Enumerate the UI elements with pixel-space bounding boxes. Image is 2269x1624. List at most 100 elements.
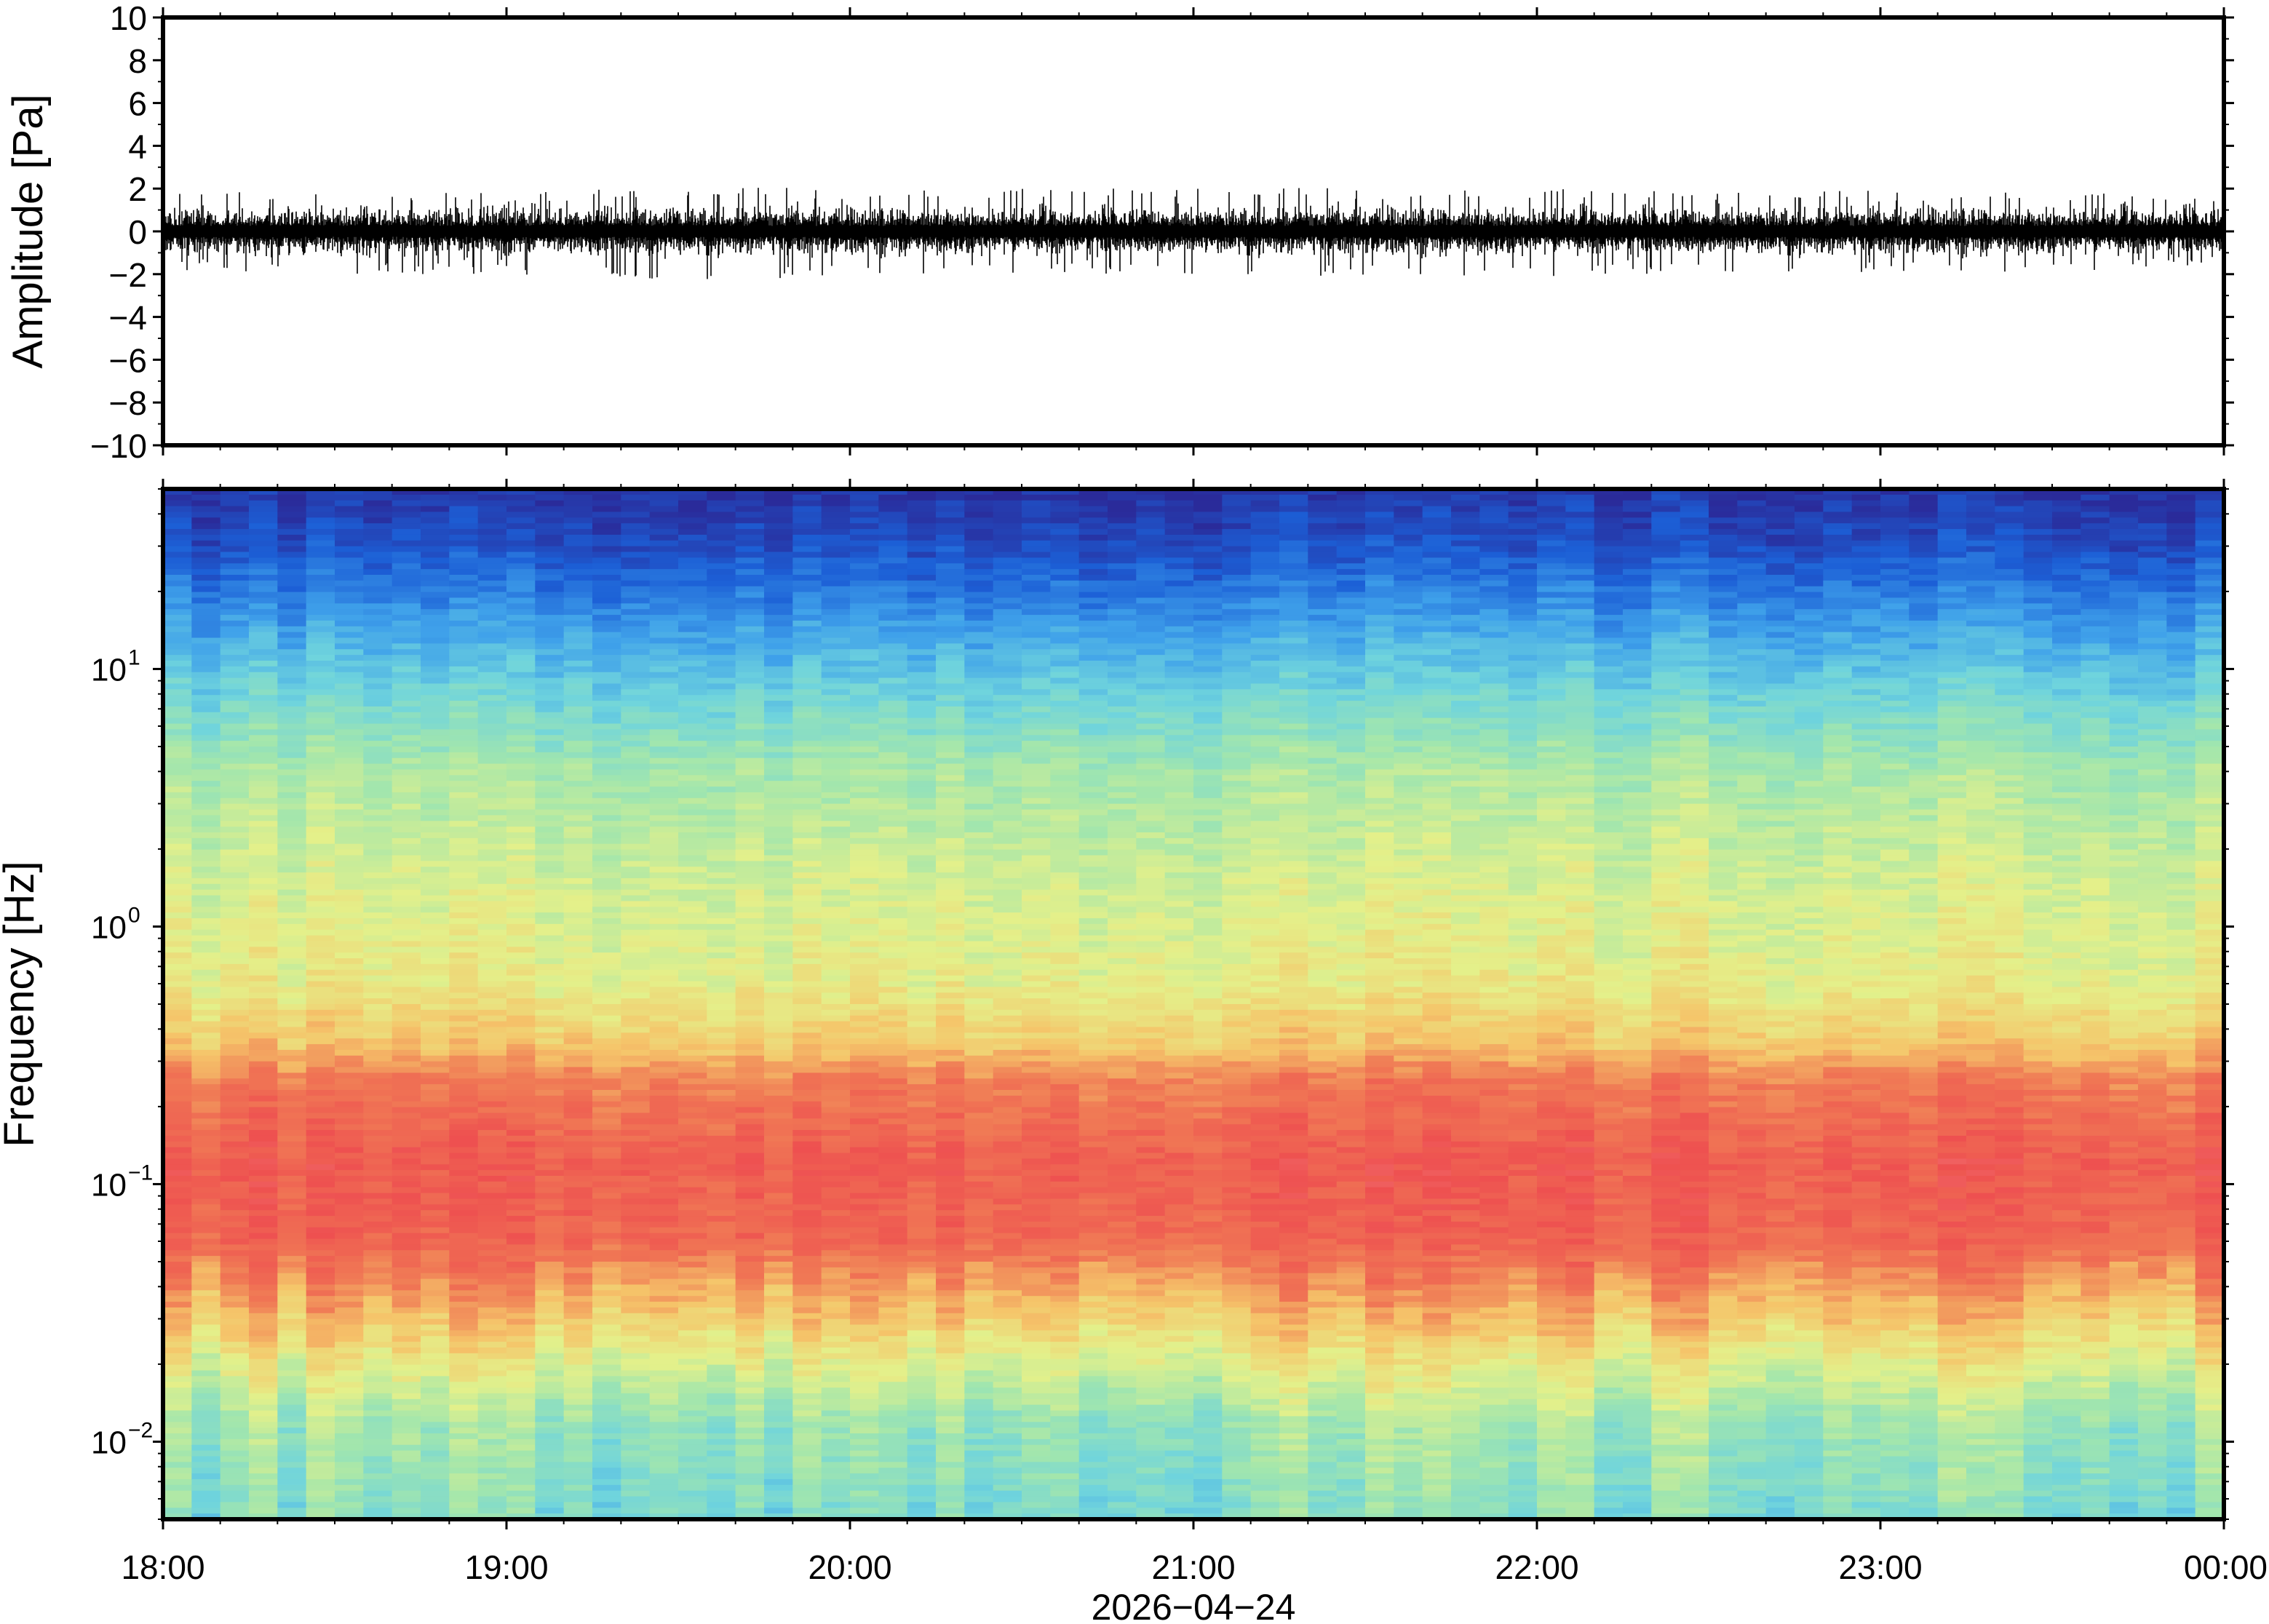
- spectrogram-cell: [477, 1348, 507, 1354]
- spectrogram-cell: [191, 729, 221, 736]
- spectrogram-cell: [535, 1084, 565, 1091]
- spectrogram-cell: [735, 1072, 765, 1080]
- spectrogram-cell: [220, 1358, 250, 1366]
- spectrogram-cell: [821, 843, 851, 851]
- spectrogram-cell: [392, 1313, 421, 1320]
- spectrogram-cell: [907, 1410, 937, 1417]
- spectrogram-cell: [592, 861, 622, 867]
- spectrogram-cell: [277, 1256, 307, 1262]
- spectrogram-cell: [477, 1456, 507, 1463]
- spectrogram-cell: [220, 1009, 250, 1016]
- spectrogram-cell: [335, 1193, 365, 1200]
- spectrogram-cell: [936, 506, 966, 513]
- spectrogram-cell: [907, 1044, 937, 1051]
- spectrogram-cell: [277, 992, 307, 999]
- spectrogram-cell: [907, 797, 937, 805]
- spectrogram-cell: [163, 1204, 193, 1211]
- spectrogram-cell: [649, 963, 679, 971]
- spectrogram-cell: [707, 1124, 736, 1131]
- spectrogram-cell: [363, 918, 393, 925]
- spectrogram-cell: [163, 1118, 193, 1125]
- spectrogram-cell: [792, 1187, 822, 1194]
- spectrogram-cell: [335, 855, 365, 862]
- spectrogram-cell: [821, 1450, 851, 1457]
- spectrogram-cell: [649, 1147, 679, 1154]
- spectrogram-cell: [735, 677, 765, 685]
- spectrogram-cell: [449, 500, 479, 507]
- spectrogram-cell: [764, 1490, 794, 1497]
- spectrogram-cell: [220, 1038, 250, 1045]
- spectrogram-cell: [563, 901, 593, 908]
- spectrogram-cell: [421, 1388, 450, 1394]
- spectrogram-cell: [563, 1004, 593, 1011]
- spectrogram-cell: [563, 649, 593, 656]
- spectrogram-cell: [449, 1233, 479, 1240]
- spectrogram-cell: [792, 969, 822, 976]
- spectrogram-cell: [649, 1364, 679, 1372]
- spectrogram-cell: [220, 992, 250, 999]
- spectrogram-cell: [363, 1204, 393, 1211]
- spectrogram-cell: [306, 706, 335, 713]
- spectrogram-cell: [392, 1404, 421, 1412]
- spectrogram-cell: [421, 1072, 450, 1080]
- spectrogram-cell: [335, 998, 365, 1005]
- spectrogram-cell: [678, 683, 708, 690]
- spectrogram-cell: [764, 929, 794, 936]
- spectrogram-cell: [363, 963, 393, 971]
- spectrogram-cell: [506, 1216, 536, 1222]
- spectrogram-cell: [363, 1468, 393, 1474]
- spectrogram-cell: [821, 1496, 851, 1503]
- spectrogram-cell: [220, 1473, 250, 1480]
- spectrogram-cell: [535, 1221, 565, 1228]
- spectrogram-cell: [277, 1307, 307, 1314]
- spectrogram-cell: [421, 1376, 450, 1382]
- spectrogram-cell: [449, 506, 479, 513]
- spectrogram-cell: [277, 1250, 307, 1257]
- spectrogram-cell: [621, 637, 651, 645]
- spectrogram-cell: [277, 1181, 307, 1188]
- spectrogram-cell: [277, 712, 307, 719]
- spectrogram-cell: [621, 546, 651, 553]
- spectrogram-cell: [621, 1032, 651, 1039]
- spectrogram-cell: [363, 615, 393, 621]
- spectrogram-cell: [878, 494, 908, 501]
- spectrogram-cell: [735, 1336, 765, 1342]
- spectrogram-cell: [392, 1118, 421, 1125]
- spectrogram-cell: [163, 1061, 193, 1068]
- spectrogram-cell: [449, 1393, 479, 1400]
- spectrogram-cell: [363, 661, 393, 667]
- spectrogram-cell: [535, 821, 565, 827]
- spectrogram-cell: [792, 620, 822, 627]
- spectrogram-cell: [563, 580, 593, 587]
- spectrogram-cell: [477, 643, 507, 650]
- spectrogram-cell: [421, 1278, 450, 1286]
- spectrogram-cell: [249, 958, 279, 965]
- spectrogram-cell: [535, 757, 565, 765]
- spectrogram-cell: [306, 1009, 335, 1016]
- spectrogram-cell: [163, 592, 193, 599]
- spectrogram-cell: [449, 1061, 479, 1068]
- spectrogram-cell: [707, 735, 736, 741]
- spectrogram-cell: [821, 1324, 851, 1332]
- spectrogram-cell: [335, 1342, 365, 1348]
- spectrogram-cell: [163, 1176, 193, 1182]
- spectrogram-cell: [764, 1135, 794, 1142]
- spectrogram-cell: [449, 1318, 479, 1326]
- spectrogram-cell: [392, 775, 421, 781]
- spectrogram-cell: [477, 1078, 507, 1085]
- spectrogram-cell: [735, 969, 765, 976]
- spectrogram-cell: [821, 1342, 851, 1348]
- spectrogram-cell: [563, 661, 593, 667]
- spectrogram-cell: [678, 1262, 708, 1268]
- spectrogram-cell: [621, 1118, 651, 1125]
- spectrogram-cell: [421, 1496, 450, 1503]
- spectrogram-cell: [277, 809, 307, 816]
- spectrogram-cell: [878, 781, 908, 787]
- spectrogram-cell: [306, 1370, 335, 1377]
- spectrogram-cell: [649, 1404, 679, 1412]
- spectrogram-cell: [363, 1273, 393, 1280]
- spectrogram-cell: [649, 717, 679, 725]
- spectrogram-cell: [535, 1284, 565, 1291]
- spectrogram-cell: [764, 1009, 794, 1016]
- spectrogram-cell: [191, 1428, 221, 1434]
